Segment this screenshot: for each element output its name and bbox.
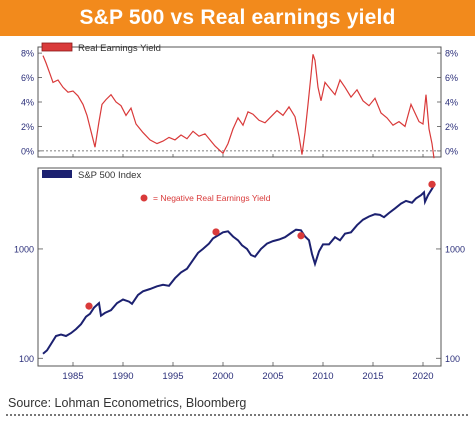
earnings-ytick-label: 6% [21,73,34,83]
earnings-legend-label: Real Earnings Yield [78,43,161,54]
earnings-ytick-label-right: 2% [445,122,458,132]
xtick-label: 2020 [412,371,433,382]
sp500-legend-swatch [42,170,72,178]
earnings-ytick-label: 8% [21,49,34,59]
negative-yield-legend-marker [140,194,148,202]
earnings-ytick-label: 4% [21,98,34,108]
xtick-label: 1995 [162,371,183,382]
earnings-yield-line [42,54,435,159]
negative-yield-annotation: = Negative Real Earnings Yield [153,193,271,203]
sp500-panel [37,167,442,367]
sp500-ytick-label: 1000 [14,244,34,254]
sp500-ytick-label-right: 1000 [445,244,465,254]
earnings-ytick-label: 0% [21,146,34,156]
xtick-label: 2015 [362,371,383,382]
negative-yield-marker [428,180,436,188]
sp500-ytick-label: 100 [19,354,34,364]
xtick-label: 2010 [312,371,333,382]
earnings-yield-panel [37,46,442,158]
sp500-ytick-label-right: 100 [445,354,460,364]
source-note: Source: Lohman Econometrics, Bloomberg [8,396,247,410]
earnings-legend-swatch [41,42,73,52]
earnings-ytick-label-right: 0% [445,146,458,156]
negative-yield-marker [85,302,93,310]
xtick-label: 1985 [62,371,83,382]
sp500-legend-label: S&P 500 Index [78,170,141,181]
earnings-ytick-label: 2% [21,122,34,132]
chart-area: 0% 0% 2% 2% 4% 4% 6% 6% 8% 8% Real Earnings Yield… [14,42,465,382]
negative-yield-marker [297,232,305,240]
earnings-ytick-label-right: 8% [445,49,458,59]
chart-title: S&P 500 vs Real earnings yield [0,0,475,36]
sp500-index-line [42,183,436,355]
xtick-label: 2005 [262,371,283,382]
xtick-label: 1990 [112,371,133,382]
footer-divider [6,414,468,416]
earnings-ytick-label-right: 6% [445,73,458,83]
xtick-label: 2000 [212,371,233,382]
negative-yield-marker [212,228,220,236]
earnings-ytick-label-right: 4% [445,98,458,108]
